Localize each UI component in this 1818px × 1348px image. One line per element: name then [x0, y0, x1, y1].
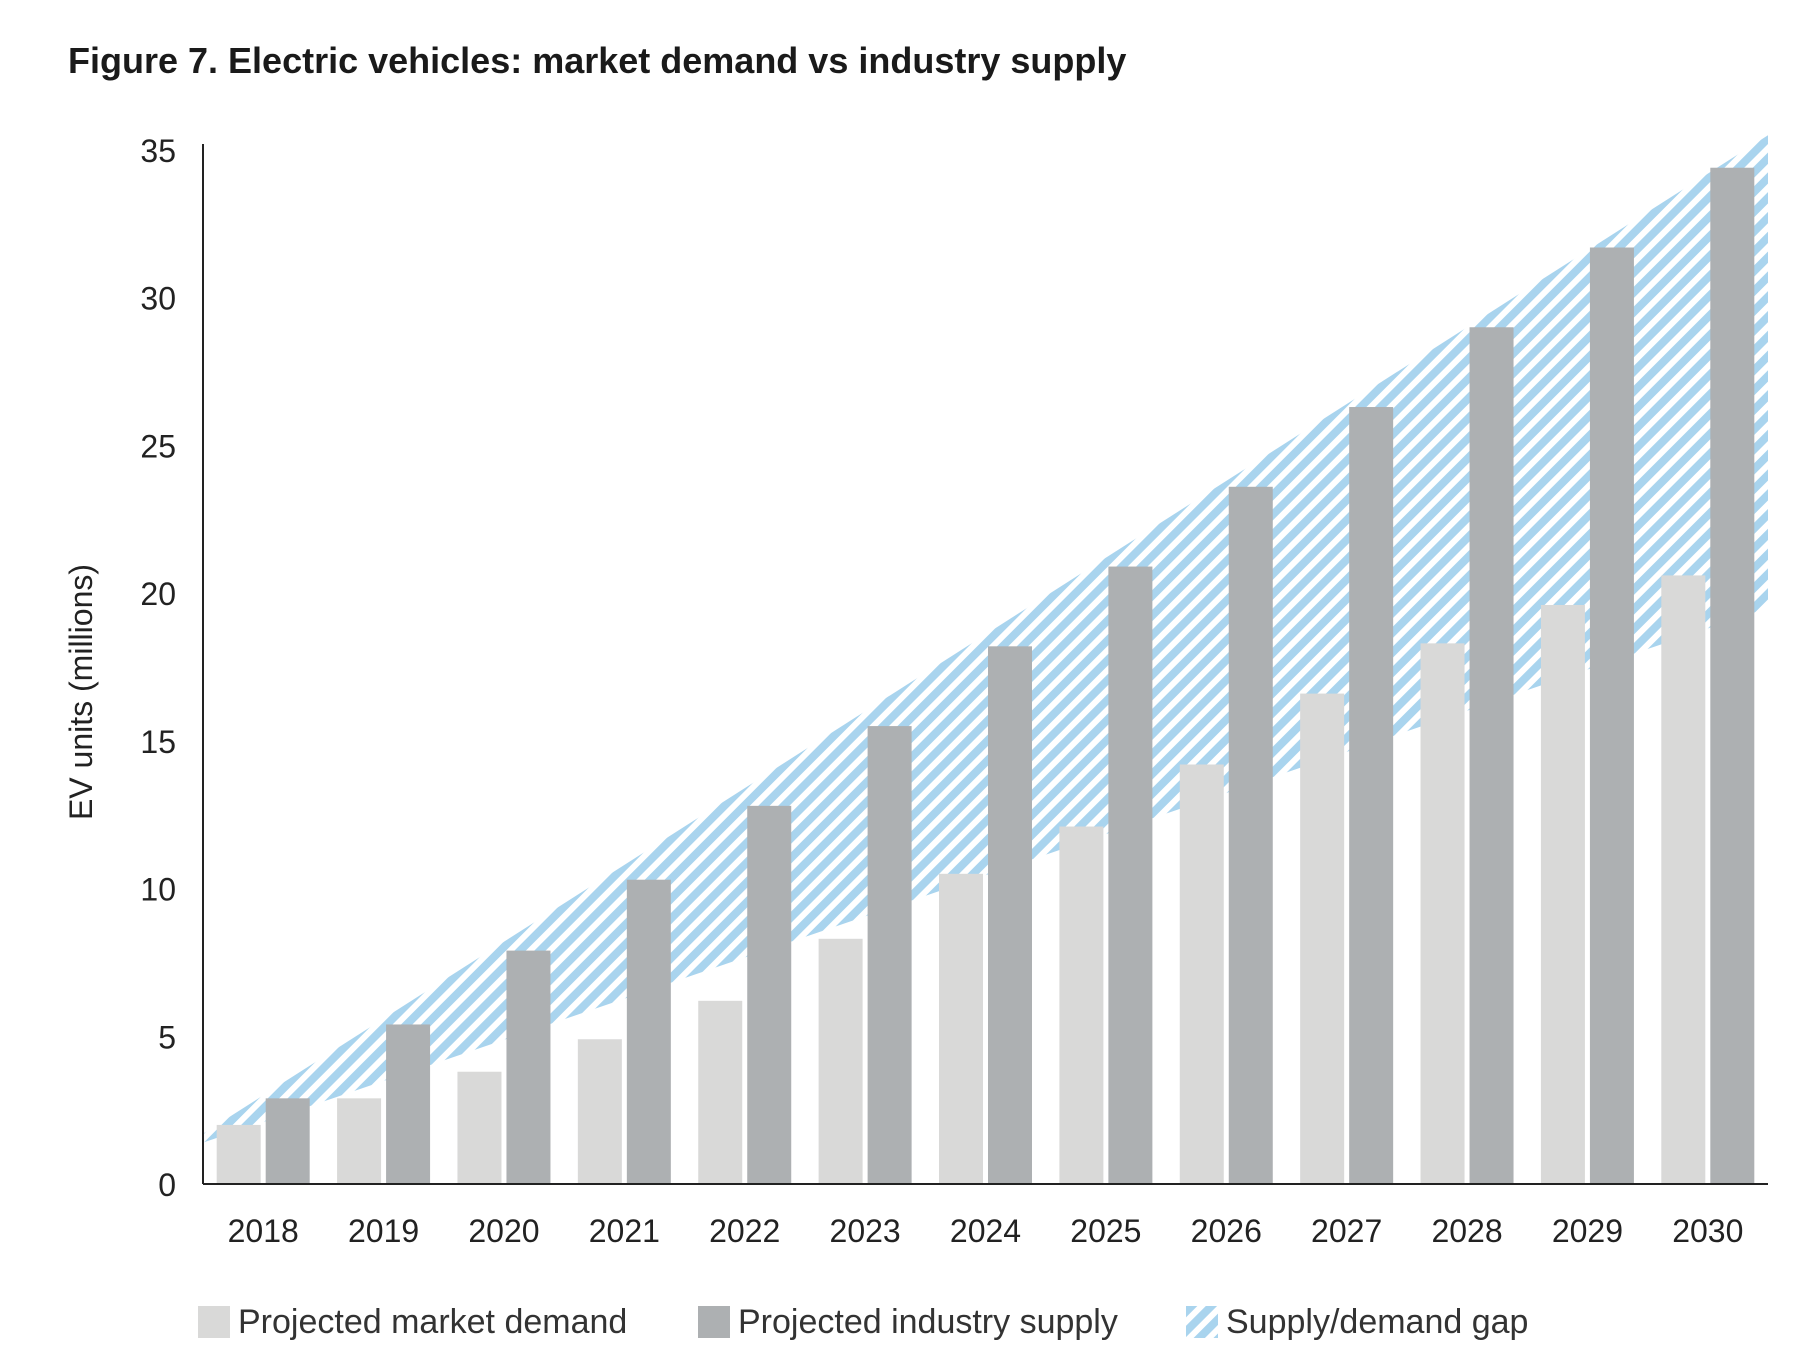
legend-label-supply: Projected industry supply — [738, 1302, 1118, 1341]
legend-swatch-demand — [198, 1306, 230, 1338]
y-axis-ticks: 0 5 10 15 20 25 30 35 — [140, 133, 176, 1203]
bar-supply-2029 — [1589, 247, 1634, 1184]
bar-supply-2019 — [386, 1024, 431, 1184]
bar-demand-2027 — [1300, 693, 1345, 1184]
bar-supply-2021 — [626, 879, 671, 1184]
bar-supply-2018 — [265, 1098, 310, 1184]
bar-supply-2023 — [867, 726, 912, 1184]
x-axis-ticks: 2018 2019 2020 2021 2022 2023 2024 2025 2026 2027… — [228, 1213, 1744, 1249]
legend-label-gap: Supply/demand gap — [1226, 1302, 1529, 1341]
x-tick-label: 2022 — [709, 1213, 780, 1249]
x-tick-label: 2030 — [1672, 1213, 1743, 1249]
bar-demand-2026 — [1179, 764, 1224, 1184]
y-tick-label: 30 — [140, 281, 176, 317]
x-tick-label: 2027 — [1311, 1213, 1382, 1249]
bar-supply-2022 — [747, 805, 792, 1184]
y-tick-label: 5 — [158, 1019, 176, 1055]
x-tick-label: 2019 — [348, 1213, 419, 1249]
y-tick-label: 20 — [140, 576, 176, 612]
x-tick-label: 2026 — [1191, 1213, 1262, 1249]
x-tick-label: 2028 — [1431, 1213, 1502, 1249]
x-tick-label: 2021 — [589, 1213, 660, 1249]
legend-swatch-supply — [698, 1306, 730, 1338]
bars-layer — [216, 167, 1755, 1185]
legend: Projected market demand Projected indust… — [0, 1300, 1818, 1348]
bar-supply-2030 — [1710, 167, 1755, 1184]
bar-demand-2023 — [818, 938, 863, 1184]
bar-demand-2028 — [1420, 643, 1465, 1184]
x-tick-label: 2029 — [1552, 1213, 1623, 1249]
y-tick-label: 35 — [140, 133, 176, 169]
legend-swatch-gap — [1186, 1306, 1218, 1338]
y-axis-label: EV units (millions) — [63, 564, 99, 820]
bar-demand-2022 — [698, 1000, 743, 1184]
bar-demand-2025 — [1059, 826, 1104, 1184]
bar-supply-2026 — [1228, 486, 1273, 1184]
axes — [202, 144, 1768, 1185]
legend-item-gap: Supply/demand gap — [1186, 1300, 1528, 1344]
bar-demand-2021 — [577, 1039, 622, 1184]
bar-demand-2020 — [457, 1071, 502, 1184]
gap-band-layer — [203, 135, 1768, 1143]
bar-demand-2024 — [939, 873, 983, 1184]
legend-item-demand: Projected market demand — [198, 1300, 627, 1344]
bar-supply-2025 — [1108, 566, 1153, 1184]
bar-demand-2018 — [216, 1124, 261, 1184]
legend-item-supply: Projected industry supply — [698, 1300, 1118, 1344]
legend-label-demand: Projected market demand — [238, 1302, 628, 1341]
x-tick-label: 2023 — [830, 1213, 901, 1249]
x-tick-label: 2024 — [950, 1213, 1021, 1249]
bar-supply-2028 — [1469, 327, 1514, 1184]
y-tick-label: 15 — [140, 724, 176, 760]
bar-supply-2020 — [506, 950, 551, 1184]
y-tick-label: 10 — [140, 872, 176, 908]
x-tick-label: 2025 — [1070, 1213, 1141, 1249]
x-tick-label: 2018 — [228, 1213, 299, 1249]
bar-demand-2019 — [337, 1098, 382, 1184]
y-tick-label: 0 — [158, 1167, 176, 1203]
bar-demand-2030 — [1661, 575, 1706, 1184]
x-tick-label: 2020 — [468, 1213, 539, 1249]
bar-supply-2027 — [1349, 407, 1394, 1185]
y-tick-label: 25 — [140, 428, 176, 464]
gap-band — [203, 135, 1768, 1143]
chart-title: Figure 7. Electric vehicles: market dema… — [68, 40, 1127, 81]
bar-demand-2029 — [1540, 604, 1585, 1184]
bar-supply-2024 — [988, 646, 1032, 1184]
